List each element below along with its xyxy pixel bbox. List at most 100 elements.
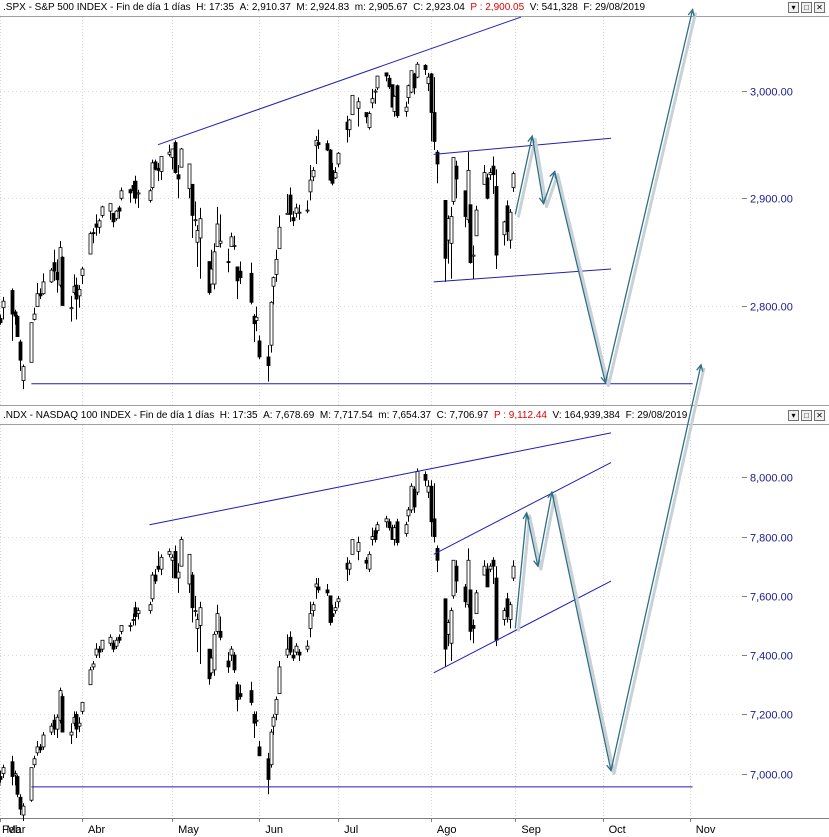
spx-candle <box>226 248 231 273</box>
spx-candle-body <box>190 183 195 216</box>
ndx-candle-body <box>21 805 26 816</box>
ndx-window-controls: ▾ □ ✕ <box>788 410 825 421</box>
spx-candle-body <box>257 340 262 358</box>
spx-candle-body <box>277 226 282 250</box>
spx-m-label: M: <box>296 2 308 13</box>
spx-candle <box>215 206 220 247</box>
ndx-candle-body <box>111 642 116 650</box>
spx-candle <box>311 167 316 182</box>
spx-candle-body <box>198 218 203 239</box>
ndx-candle-body <box>198 607 203 626</box>
ndx-candle-body <box>375 524 380 532</box>
ndx-candle-body <box>511 565 516 579</box>
spx-candle-body <box>88 233 93 255</box>
ndx-candle <box>170 554 175 579</box>
ndx-candle-body <box>254 719 259 722</box>
ndx-a-label: A: <box>263 410 273 421</box>
spx-candle-body <box>111 212 116 223</box>
spx-candle <box>10 288 15 341</box>
ndx-candle-body <box>468 589 473 632</box>
ndx-candle <box>415 468 420 496</box>
ndx-minimize-button[interactable]: ▾ <box>788 410 799 421</box>
spx-candle <box>193 201 198 227</box>
ndx-candle-body <box>463 586 468 603</box>
spx-candle-body <box>297 211 302 214</box>
ndx-c-value: 7,706.97 <box>449 410 489 421</box>
spx-header-bar: .SPX - S&P 500 INDEX - Fin de día 1 días… <box>0 0 829 16</box>
ndx-candle <box>232 652 237 673</box>
spx-y-tick-label: 2,800.00 <box>750 302 793 314</box>
ndx-candle <box>212 631 217 676</box>
ndx-candle-body <box>238 693 243 697</box>
spx-candle <box>364 112 369 124</box>
x-axis-tick-label: Feb <box>2 824 21 836</box>
spx-maximize-button[interactable]: □ <box>801 2 812 13</box>
spx-close-button[interactable]: ✕ <box>814 2 825 13</box>
spx-candle <box>187 163 192 199</box>
spx-candle <box>271 276 276 305</box>
ndx-candle <box>18 794 23 816</box>
ndx-candle-body <box>128 625 133 627</box>
spx-minimize-button[interactable]: ▾ <box>788 2 799 13</box>
ndx-candle-body <box>508 604 513 620</box>
ndx-candle-body <box>387 521 392 529</box>
ndx-candle <box>395 518 400 546</box>
spx-candle-body <box>187 163 192 190</box>
spx-candle <box>508 209 513 249</box>
ndx-candle <box>336 595 341 608</box>
ndx-candle <box>373 527 378 543</box>
ndx-candle-body <box>88 669 93 686</box>
spx-candle-body <box>409 70 414 93</box>
ndx-candle-body <box>229 648 234 656</box>
ndx-candle <box>176 563 181 593</box>
spx-candle-body <box>463 190 468 217</box>
spx-candle-body <box>69 307 74 310</box>
spx-candle <box>257 335 262 360</box>
ndx-candle <box>347 560 352 576</box>
ndx-candle <box>311 601 316 617</box>
ndx-projection-arrowhead <box>696 363 704 372</box>
ndx-candle <box>91 660 96 670</box>
spx-candle-body <box>195 230 200 243</box>
ndx-candle <box>35 740 40 756</box>
spx-candle <box>316 129 321 149</box>
spx-candle <box>426 72 431 92</box>
spx-candle-body <box>485 177 490 199</box>
ndx-candle-body <box>435 548 440 561</box>
ndx-candle <box>330 604 335 623</box>
ndx-candle-body <box>80 702 85 712</box>
spx-candle <box>333 167 338 179</box>
ndx-candle-body <box>373 530 378 540</box>
ndx-candle-body <box>212 633 217 671</box>
spx-candle-body <box>179 148 184 168</box>
spx-candle-body <box>454 165 459 180</box>
spx-candle-body <box>404 106 409 112</box>
spx-candle-body <box>32 313 37 320</box>
spx-candle-body <box>482 172 487 185</box>
ndx-candle-body <box>119 625 124 632</box>
x-axis-tick-label: Jun <box>265 824 283 836</box>
spx-candle <box>356 97 361 127</box>
spx-candle <box>29 322 34 363</box>
ndx-mn-value: 7,654.37 <box>392 410 432 421</box>
spx-candle <box>60 256 65 306</box>
ndx-maximize-button[interactable]: □ <box>801 410 812 421</box>
spx-candle <box>249 262 254 305</box>
spx-candle-body <box>114 210 119 220</box>
ndx-candle-body <box>218 630 223 638</box>
spx-candle <box>117 205 122 219</box>
ndx-candle <box>409 483 414 513</box>
ndx-c-label: C: <box>436 410 447 421</box>
spx-candle <box>277 215 282 250</box>
ndx-candle-body <box>494 577 499 641</box>
ndx-candle <box>32 755 37 768</box>
ndx-candle-body <box>249 690 254 703</box>
ndx-close-button[interactable]: ✕ <box>814 410 825 421</box>
ndx-candle <box>285 634 290 659</box>
spx-candle-body <box>215 223 220 247</box>
ndx-candle-body <box>294 645 299 653</box>
spx-candle <box>384 72 389 82</box>
ndx-y-tick-label: 7,200.00 <box>750 710 793 722</box>
spx-candle <box>190 183 195 238</box>
